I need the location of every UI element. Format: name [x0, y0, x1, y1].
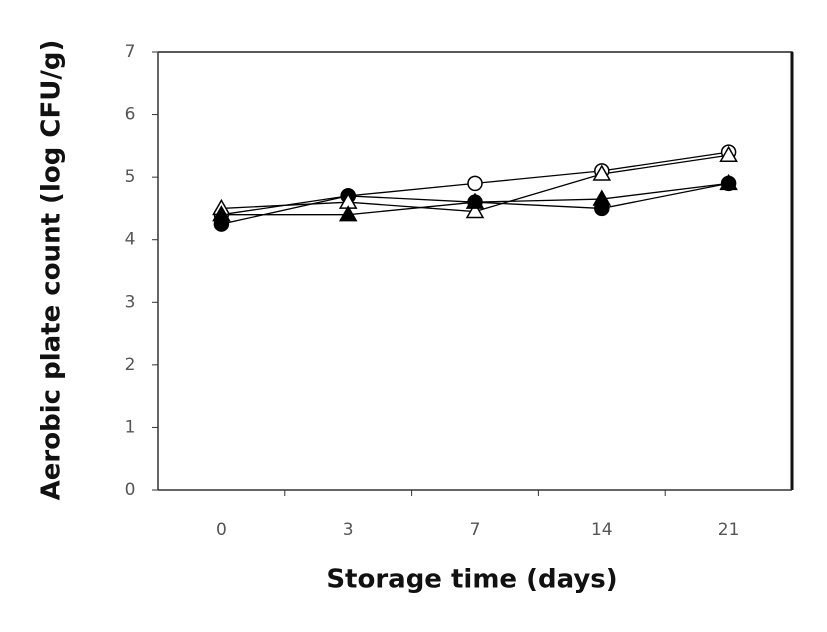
y-tick-label: 7: [125, 42, 136, 62]
marker: [592, 164, 612, 181]
plot-frame: [158, 51, 793, 490]
x-tick-label: 21: [718, 520, 740, 540]
y-tick-label: 2: [125, 355, 136, 375]
marker: [467, 175, 483, 192]
marker: [338, 205, 358, 222]
y-tick-label: 3: [125, 292, 136, 312]
y-axis-title: Aerobic plate count (log CFU/g): [37, 40, 67, 501]
marker: [465, 192, 485, 209]
marker: [465, 202, 485, 219]
x-tick-label: 7: [470, 520, 481, 540]
marker: [719, 145, 738, 162]
y-tick-label: 6: [125, 105, 136, 125]
marker: [212, 205, 231, 222]
x-axis-title: Storage time (days): [326, 565, 617, 595]
y-tick-label: 4: [125, 230, 136, 250]
y-tick-label: 5: [125, 167, 136, 187]
y-tick-label: 1: [125, 417, 136, 437]
x-tick-label: 0: [216, 520, 227, 540]
x-tick-label: 3: [343, 520, 354, 540]
marker: [592, 189, 612, 206]
y-tick-label: 0: [125, 480, 136, 500]
x-tick-label: 14: [591, 520, 613, 540]
marker: [719, 173, 738, 191]
